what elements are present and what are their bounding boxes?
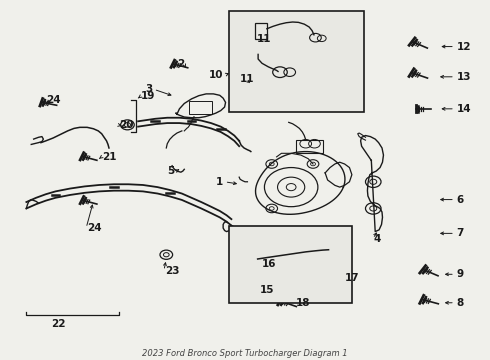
Text: 18: 18	[296, 298, 311, 308]
Text: 13: 13	[456, 72, 471, 82]
Text: 14: 14	[456, 104, 471, 114]
Bar	[296, 140, 323, 153]
Text: 21: 21	[102, 152, 116, 162]
Text: 24: 24	[46, 95, 60, 105]
Text: 2: 2	[177, 59, 184, 69]
Text: 5: 5	[167, 166, 174, 176]
Text: 3: 3	[146, 84, 153, 94]
Text: 16: 16	[262, 258, 276, 269]
Bar	[255, 23, 267, 40]
Bar	[189, 101, 213, 114]
Text: 8: 8	[456, 298, 464, 308]
Bar	[229, 11, 364, 112]
Text: 22: 22	[50, 319, 65, 329]
Text: 15: 15	[260, 285, 274, 295]
Text: 9: 9	[456, 269, 464, 279]
Text: 6: 6	[456, 194, 464, 204]
Text: 19: 19	[141, 91, 155, 102]
Text: 23: 23	[165, 266, 179, 276]
Text: 24: 24	[87, 223, 102, 233]
Text: 20: 20	[119, 120, 133, 130]
Text: 7: 7	[456, 228, 464, 238]
Text: 11: 11	[257, 35, 271, 44]
Text: 10: 10	[209, 70, 223, 80]
Text: 1: 1	[216, 177, 223, 187]
Text: 12: 12	[456, 41, 471, 51]
Bar	[229, 226, 352, 303]
Text: 11: 11	[240, 73, 255, 84]
Text: 4: 4	[374, 234, 381, 244]
Text: 2023 Ford Bronco Sport Turbocharger Diagram 1: 2023 Ford Bronco Sport Turbocharger Diag…	[142, 349, 348, 358]
Text: 17: 17	[344, 273, 359, 283]
